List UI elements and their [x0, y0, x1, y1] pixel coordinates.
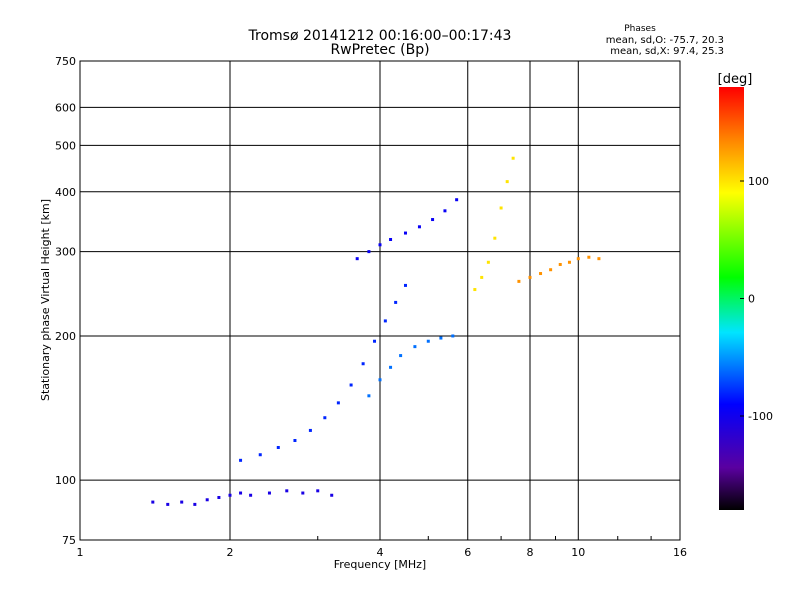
- data-point: [151, 500, 155, 504]
- x-tick-label: 10: [571, 546, 585, 559]
- data-point: [205, 498, 209, 502]
- data-point: [389, 365, 393, 369]
- data-point: [549, 268, 553, 272]
- data-point: [431, 218, 435, 222]
- data-point: [285, 489, 289, 493]
- data-point: [217, 495, 221, 499]
- data-point: [451, 334, 455, 338]
- data-point: [301, 491, 305, 495]
- data-point: [511, 156, 515, 160]
- x-tick-label: 6: [464, 546, 471, 559]
- x-tick-label: 2: [227, 546, 234, 559]
- data-point: [417, 225, 421, 229]
- data-point: [193, 502, 197, 506]
- data-point: [361, 362, 365, 366]
- data-point: [228, 493, 232, 497]
- data-point: [180, 500, 184, 504]
- colorbar-tick-label: 100: [748, 175, 769, 188]
- chart-subtitle: RwPretec (Bp): [330, 42, 429, 58]
- data-points: [151, 156, 601, 506]
- data-point: [426, 339, 430, 343]
- data-point: [378, 378, 382, 382]
- data-point: [443, 209, 447, 213]
- x-tick-label: 4: [377, 546, 384, 559]
- data-point: [293, 439, 297, 443]
- data-point: [378, 243, 382, 247]
- x-tick-label: 1: [77, 546, 84, 559]
- data-point: [576, 257, 580, 261]
- colorbar-ticks: 100 0 -100: [740, 175, 773, 423]
- data-point: [403, 231, 407, 235]
- y-tick-label: 300: [55, 246, 76, 259]
- data-point: [455, 198, 459, 202]
- data-point: [558, 262, 562, 266]
- data-point: [493, 236, 497, 240]
- chart-title: Tromsø 20141212 00:16:00–00:17:43: [248, 28, 512, 44]
- info-box-line-o: mean, sd,O: -75.7, 20.3: [606, 35, 724, 46]
- data-point: [308, 428, 312, 432]
- y-tick-label: 100: [55, 474, 76, 487]
- data-point: [499, 206, 503, 210]
- data-point: [473, 288, 477, 292]
- y-tick-label: 500: [55, 139, 76, 152]
- data-point: [349, 383, 353, 387]
- data-point: [249, 493, 253, 497]
- y-tick-label: 400: [55, 186, 76, 199]
- colorbar: [719, 87, 744, 510]
- data-point: [486, 260, 490, 264]
- y-tick-label: 600: [55, 101, 76, 114]
- data-point: [166, 502, 170, 506]
- data-point: [399, 354, 403, 358]
- y-tick-label: 75: [62, 534, 76, 547]
- data-point: [587, 255, 591, 259]
- data-point: [389, 237, 393, 241]
- colorbar-tick-label: 0: [748, 293, 755, 306]
- data-point: [539, 272, 543, 276]
- y-axis-label: Stationary phase Virtual Height [km]: [39, 199, 52, 401]
- data-point: [336, 401, 340, 405]
- data-point: [323, 416, 327, 420]
- data-point: [597, 257, 601, 261]
- x-tick-label: 16: [673, 546, 687, 559]
- data-point: [258, 453, 262, 457]
- x-axis-label: Frequency [MHz]: [334, 558, 426, 571]
- data-point: [355, 257, 359, 261]
- info-box-title: Phases: [624, 24, 656, 34]
- data-point: [480, 275, 484, 279]
- data-point: [394, 300, 398, 304]
- axis-ticks: 1 2 4 6 8 10 16 75 100 200 300 400 500 600 750: [55, 55, 687, 559]
- data-point: [528, 275, 532, 279]
- data-point: [505, 180, 509, 184]
- y-tick-label: 750: [55, 55, 76, 68]
- data-point: [439, 336, 443, 340]
- y-tick-label: 200: [55, 330, 76, 343]
- grid-lines: [80, 61, 680, 540]
- data-point: [403, 283, 407, 287]
- data-point: [239, 458, 243, 462]
- colorbar-tick-label: -100: [748, 410, 773, 423]
- plot-frame: [79, 60, 681, 541]
- data-point: [239, 491, 243, 495]
- data-point: [316, 489, 320, 493]
- info-box-line-x: mean, sd,X: 97.4, 25.3: [610, 46, 724, 57]
- data-point: [330, 493, 334, 497]
- data-point: [567, 260, 571, 264]
- x-tick-label: 8: [527, 546, 534, 559]
- data-point: [373, 339, 377, 343]
- data-point: [267, 491, 271, 495]
- data-point: [517, 279, 521, 283]
- data-point: [413, 345, 417, 349]
- data-point: [383, 319, 387, 323]
- data-point: [367, 394, 371, 398]
- data-point: [367, 250, 371, 254]
- data-point: [276, 445, 280, 449]
- colorbar-label: [deg]: [718, 72, 753, 87]
